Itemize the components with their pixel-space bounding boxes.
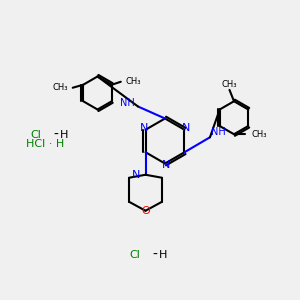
Text: N: N bbox=[162, 160, 171, 170]
Text: CH₃: CH₃ bbox=[126, 77, 141, 86]
Text: N: N bbox=[140, 123, 148, 133]
Text: NH: NH bbox=[212, 127, 226, 137]
Text: Cl: Cl bbox=[130, 250, 140, 260]
Text: H: H bbox=[60, 130, 69, 140]
Text: HCl · H: HCl · H bbox=[26, 139, 64, 149]
Text: NH: NH bbox=[120, 98, 134, 108]
Text: Cl: Cl bbox=[31, 130, 41, 140]
Text: CH₃: CH₃ bbox=[52, 83, 68, 92]
Text: CH₃: CH₃ bbox=[222, 80, 237, 88]
Text: O: O bbox=[141, 206, 150, 216]
Text: H: H bbox=[159, 250, 168, 260]
Text: HCl · H: HCl · H bbox=[26, 139, 64, 149]
Text: -: - bbox=[53, 128, 58, 142]
Text: N: N bbox=[132, 170, 140, 180]
Text: CH₃: CH₃ bbox=[252, 130, 268, 139]
Text: -: - bbox=[152, 248, 157, 262]
Text: N: N bbox=[182, 123, 190, 133]
